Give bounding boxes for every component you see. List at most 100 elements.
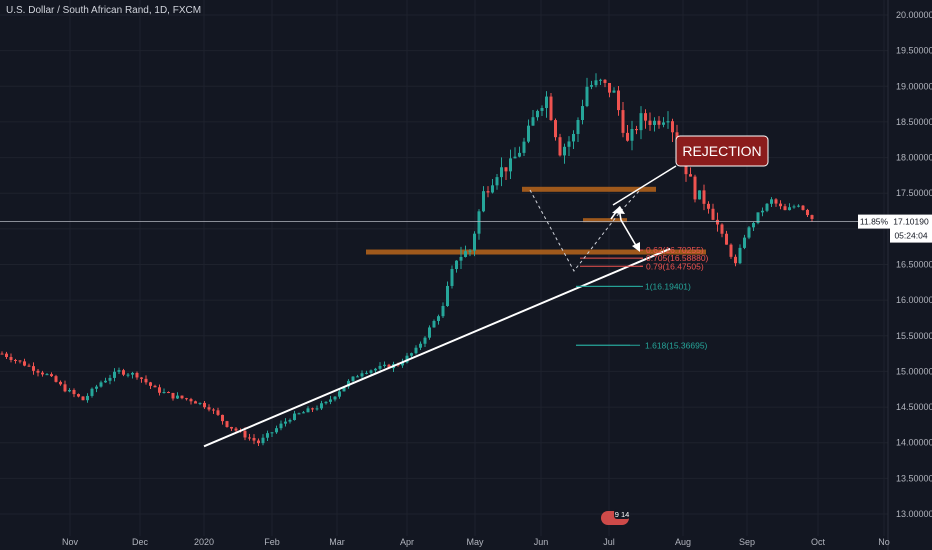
x-tick-label: Jun — [534, 537, 549, 547]
candle-body — [779, 203, 782, 207]
candle-body — [504, 167, 508, 172]
candle-body — [500, 167, 503, 178]
candle-body — [563, 146, 566, 156]
candle-body — [378, 365, 382, 369]
candle-body — [554, 120, 557, 138]
candle-body — [635, 129, 638, 131]
candle-body — [0, 353, 4, 355]
candle-body — [446, 285, 449, 307]
projection-path — [529, 189, 641, 272]
candle-body — [689, 174, 692, 177]
candle-body — [333, 396, 337, 400]
candle-body — [374, 368, 377, 371]
price-axis[interactable]: 13.00000 13.50000 14.00000 14.50000 15.00000… — [858, 10, 932, 519]
candle-body — [464, 251, 467, 257]
x-tick-label: Jul — [603, 537, 615, 547]
candle-body — [455, 260, 458, 270]
rejection-label: REJECTION — [682, 143, 761, 159]
x-tick-label: Aug — [675, 537, 691, 547]
candle-body — [626, 132, 629, 141]
x-tick-label: Mar — [329, 537, 345, 547]
candle-body — [792, 206, 796, 208]
event-badge: 9 14 — [615, 510, 630, 519]
x-tick-label: Feb — [264, 537, 280, 547]
candle-body — [716, 219, 719, 225]
candle-body — [176, 395, 179, 399]
y-tick-label: 14.00000 — [896, 438, 932, 448]
current-price-box — [890, 214, 932, 243]
candle-body — [36, 370, 40, 373]
y-tick-label: 18.50000 — [896, 117, 932, 127]
candle-body — [648, 120, 652, 125]
candle-body — [360, 373, 364, 377]
event-badge-count-bg — [614, 509, 630, 519]
candle-body — [540, 108, 544, 111]
candle-body — [104, 380, 107, 383]
candle-body — [257, 440, 260, 444]
candle-body — [189, 399, 193, 402]
candle-body — [617, 90, 620, 111]
candle-body — [612, 90, 616, 93]
y-tick-label: 17.50000 — [896, 188, 932, 198]
candle-body — [212, 409, 215, 411]
candle-body — [752, 222, 755, 228]
candle-body — [126, 374, 130, 376]
forecast-arrow — [610, 205, 639, 250]
time-axis[interactable]: Nov Dec 2020 Feb Mar Apr May Jun Jul Aug Sep Oct No — [62, 537, 890, 547]
candle-body — [266, 433, 269, 438]
candle-body — [95, 386, 98, 389]
candle-body — [275, 428, 278, 433]
candle-body — [662, 122, 665, 125]
current-pct-label: 11.85% — [860, 217, 889, 227]
callout-line — [612, 165, 677, 206]
candle-body — [734, 256, 737, 264]
y-tick-label: 14.50000 — [896, 402, 932, 412]
x-tick-label: Sep — [739, 537, 755, 547]
x-tick-label: 2020 — [194, 537, 214, 547]
candle-body — [225, 421, 229, 427]
candle-body — [23, 361, 26, 366]
candle-body — [783, 206, 787, 211]
candle-body — [63, 384, 67, 392]
candle-body — [419, 343, 422, 348]
candle-body — [522, 141, 526, 153]
candle-body — [315, 408, 319, 410]
chart-title: U.S. Dollar / South African Rand, 1D, FX… — [6, 5, 202, 16]
candle-body — [369, 370, 373, 373]
candle-body — [621, 110, 625, 133]
candle-body — [482, 191, 485, 212]
candle-body — [302, 412, 305, 414]
y-tick-label: 15.50000 — [896, 331, 932, 341]
candle-body — [743, 237, 746, 248]
x-tick-label: No — [878, 537, 890, 547]
candle-body — [18, 360, 22, 362]
candle-body — [158, 387, 161, 393]
candle-body — [153, 385, 157, 388]
candle-body — [320, 403, 323, 409]
candle-body — [59, 381, 62, 385]
candle-body — [338, 391, 341, 397]
candle-body — [167, 392, 170, 394]
arrowhead-down — [632, 242, 640, 252]
candle-body — [41, 372, 44, 375]
candle-body — [171, 392, 175, 399]
candle-body — [387, 364, 391, 369]
candle-body — [684, 158, 688, 175]
candle-body — [9, 357, 13, 360]
candle-body — [279, 423, 283, 429]
candle-body — [531, 117, 535, 126]
candle-body — [140, 377, 143, 379]
candle-body — [702, 190, 706, 204]
candle-body — [468, 250, 472, 252]
small-zone — [583, 218, 627, 223]
countdown-label: 05:24:04 — [894, 231, 927, 241]
candle-body — [428, 327, 431, 338]
trendline — [203, 247, 671, 448]
candle-body — [131, 372, 134, 375]
candle-body — [761, 210, 764, 213]
candle-body — [671, 121, 674, 133]
candle-body — [77, 394, 80, 397]
